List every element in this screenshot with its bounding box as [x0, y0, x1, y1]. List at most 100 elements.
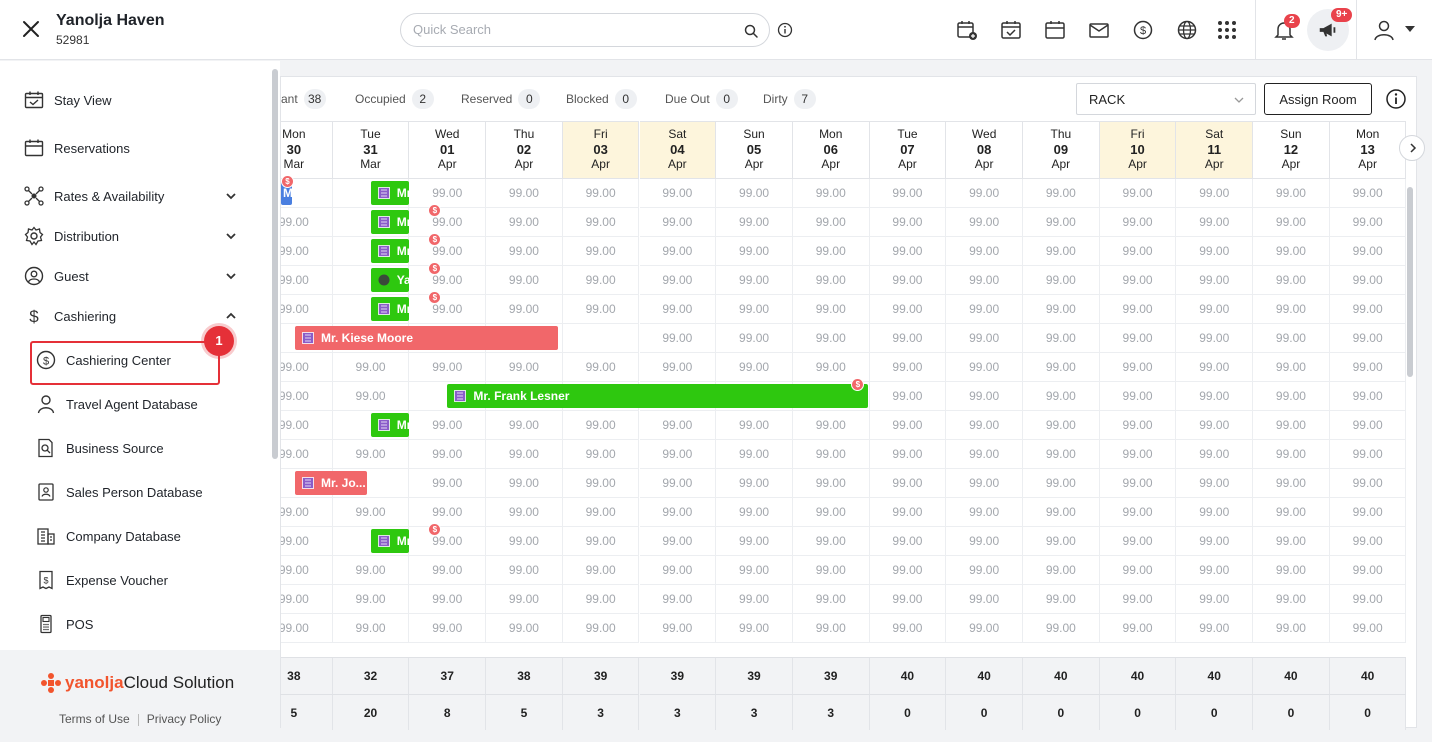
rate-cell[interactable]: 99.00 [1023, 440, 1100, 469]
rate-cell[interactable]: 99.00 [409, 469, 487, 498]
date-header[interactable]: Fri 10 Apr [1099, 121, 1177, 179]
rate-cell[interactable]: 99.00 [332, 382, 410, 411]
rate-cell[interactable]: 99.00 [1253, 382, 1330, 411]
rate-cell[interactable]: 99.00 [1329, 266, 1406, 295]
rate-cell[interactable]: 99.00 [409, 179, 487, 208]
sidebar-item-expense-voucher[interactable]: $ Expense Voucher [0, 562, 270, 598]
rate-cell[interactable]: 99.00 [869, 614, 947, 643]
rate-cell[interactable]: 99.00 [1099, 614, 1177, 643]
rate-cell[interactable] [332, 469, 410, 498]
rate-cell[interactable]: 99.00 [946, 556, 1023, 585]
rate-cell[interactable]: 99.00 [1329, 614, 1406, 643]
rate-cell[interactable]: 99.00 [716, 527, 793, 556]
rate-cell[interactable]: 99.00 [869, 237, 947, 266]
rate-cell[interactable] [792, 382, 870, 411]
rate-cell[interactable]: 99.00 [332, 440, 410, 469]
rate-cell[interactable]: 99.00 [332, 585, 410, 614]
rate-cell[interactable]: 99.00 [946, 179, 1023, 208]
rate-cell[interactable]: 99.00 [1176, 585, 1254, 614]
rate-cell[interactable]: 99.00 [281, 556, 333, 585]
rate-cell[interactable]: 99.00 [1099, 469, 1177, 498]
rate-cell[interactable]: 99.00 [1099, 266, 1177, 295]
date-header[interactable]: Mon 06 Apr [792, 121, 870, 179]
rate-cell[interactable]: 99.00 [1253, 179, 1330, 208]
rate-cell[interactable]: 99.00 [281, 295, 333, 324]
rate-cell[interactable]: 99.00 [1253, 295, 1330, 324]
rate-cell[interactable]: 99.00 [869, 324, 947, 353]
rate-cell[interactable]: 99.00 [562, 440, 640, 469]
rate-cell[interactable]: 99.00 [486, 614, 563, 643]
rate-cell[interactable]: 99.00 [639, 324, 717, 353]
rate-cell[interactable]: 99.00 [869, 585, 947, 614]
rate-cell[interactable]: 99.00 [281, 411, 333, 440]
rate-cell[interactable]: 99.00 [792, 469, 870, 498]
rate-cell[interactable]: 99.00 [869, 556, 947, 585]
date-header[interactable]: Tue 07 Apr [869, 121, 947, 179]
sidebar-item-cashiering[interactable]: $ Cashiering [0, 298, 270, 334]
rate-cell[interactable]: 99.00 [1329, 440, 1406, 469]
rate-cell[interactable]: 99.00 [486, 266, 563, 295]
rate-cell[interactable]: 99.00 [792, 498, 870, 527]
rate-cell[interactable]: 99.00 [946, 527, 1023, 556]
rate-cell[interactable]: 99.00 [792, 411, 870, 440]
rate-cell[interactable]: 99.00 [1099, 498, 1177, 527]
rate-cell[interactable]: 99.00 [1176, 266, 1254, 295]
rate-cell[interactable]: 99.00 [1253, 324, 1330, 353]
rate-cell[interactable]: 99.00 [869, 469, 947, 498]
rate-cell[interactable]: 99.00 [1253, 208, 1330, 237]
rate-cell[interactable]: 99.00 [281, 585, 333, 614]
rate-cell[interactable] [562, 324, 640, 353]
rate-cell[interactable]: 99.00 [281, 614, 333, 643]
reservation-block[interactable]: Mr. Kyl... [370, 413, 410, 437]
rate-cell[interactable]: 99.00 [486, 498, 563, 527]
rate-cell[interactable]: 99.00 [639, 266, 717, 295]
rate-cell[interactable]: 99.00 [792, 208, 870, 237]
info-icon[interactable] [777, 22, 793, 38]
rate-cell[interactable]: 99.00 [869, 208, 947, 237]
sidebar-item-sales-person-database[interactable]: Sales Person Database [0, 474, 270, 510]
stat-occupied[interactable]: Occupied 2 [355, 89, 434, 109]
rate-cell[interactable]: 99.00 [1176, 179, 1254, 208]
rate-cell[interactable]: 99.00 [562, 266, 640, 295]
rate-cell[interactable]: 99.00 [1176, 614, 1254, 643]
rate-cell[interactable]: 99.00 [1329, 585, 1406, 614]
rate-cell[interactable]: 99.00 [639, 440, 717, 469]
rate-cell[interactable]: 99.00 [1176, 295, 1254, 324]
grid-scrollbar[interactable] [1407, 187, 1413, 377]
rate-cell[interactable]: 99.00 [1253, 498, 1330, 527]
rate-cell[interactable]: 99.00 [1329, 382, 1406, 411]
rate-cell[interactable]: 99.00 [332, 498, 410, 527]
rate-cell[interactable]: 99.00 [1099, 527, 1177, 556]
rate-cell[interactable]: 99.00 [562, 469, 640, 498]
rate-cell[interactable]: 99.00 [486, 527, 563, 556]
rate-cell[interactable]: 99.00 [869, 440, 947, 469]
rate-cell[interactable]: 99.00 [716, 585, 793, 614]
date-header[interactable]: Fri 03 Apr [562, 121, 640, 179]
sidebar-scrollbar[interactable] [272, 69, 278, 459]
rate-cell[interactable]: 99.00 [716, 411, 793, 440]
rate-cell[interactable]: 99.00 [792, 295, 870, 324]
rate-cell[interactable]: 99.00 [1176, 469, 1254, 498]
rate-cell[interactable]: 99.00 [792, 324, 870, 353]
rate-cell[interactable]: 99.00 [1329, 556, 1406, 585]
stat-reserved[interactable]: Reserved 0 [461, 89, 541, 109]
rate-cell[interactable]: 99.00 [1099, 556, 1177, 585]
stat-due-out[interactable]: Due Out 0 [665, 89, 738, 109]
rate-cell[interactable]: 99.00 [281, 353, 333, 382]
rate-cell[interactable]: 99.00 [869, 527, 947, 556]
rate-cell[interactable]: 99.00 [716, 614, 793, 643]
rate-cell[interactable]: 99.00 [486, 237, 563, 266]
rate-cell[interactable]: 99.00 [1099, 295, 1177, 324]
rate-cell[interactable]: 99.00 [1023, 469, 1100, 498]
rate-cell[interactable]: 99.00 [1099, 382, 1177, 411]
sidebar-item-distribution[interactable]: Distribution [0, 218, 270, 254]
rate-cell[interactable]: 99.00 [281, 266, 333, 295]
rate-cell[interactable]: 99.00 [716, 295, 793, 324]
rate-cell[interactable]: 99.00 [486, 469, 563, 498]
rate-cell[interactable]: 99.00 [1023, 527, 1100, 556]
rate-cell[interactable]: 99.00 [1099, 179, 1177, 208]
rate-cell[interactable]: 99.00 [639, 295, 717, 324]
sidebar-item-rates-availability[interactable]: Rates & Availability [0, 178, 270, 214]
rate-cell[interactable]: 99.00 [946, 469, 1023, 498]
close-icon[interactable] [18, 16, 44, 42]
